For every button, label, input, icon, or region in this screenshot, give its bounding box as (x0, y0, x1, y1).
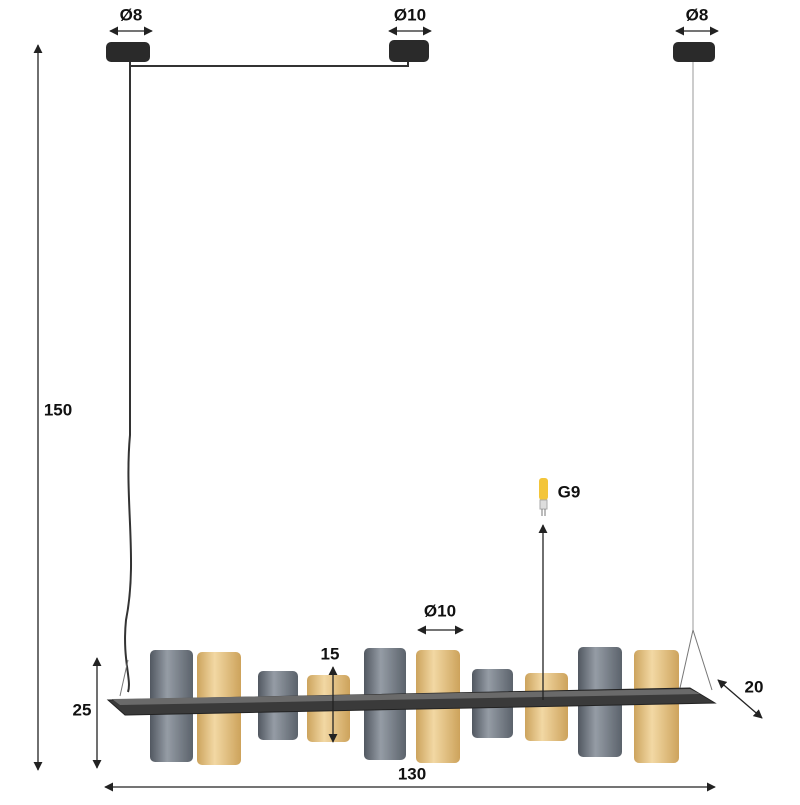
frame-bar-top (112, 689, 700, 705)
canopy-label: Ø8 (686, 5, 709, 24)
canopy-label: Ø10 (394, 5, 426, 24)
dim-depth: 20 (745, 677, 764, 696)
dim-height: 150 (44, 400, 72, 419)
canopy-label: Ø8 (120, 5, 143, 24)
dim-glass-diameter: Ø10 (424, 601, 456, 620)
dim-width: 130 (398, 764, 426, 783)
dim-bar-height: 25 (73, 700, 92, 719)
dim-glass-height: 15 (321, 644, 340, 663)
cords (119, 62, 713, 697)
bulb (539, 478, 548, 516)
dim-arrow (717, 679, 763, 719)
bulb-label: G9 (558, 482, 581, 501)
canopies (106, 40, 715, 62)
